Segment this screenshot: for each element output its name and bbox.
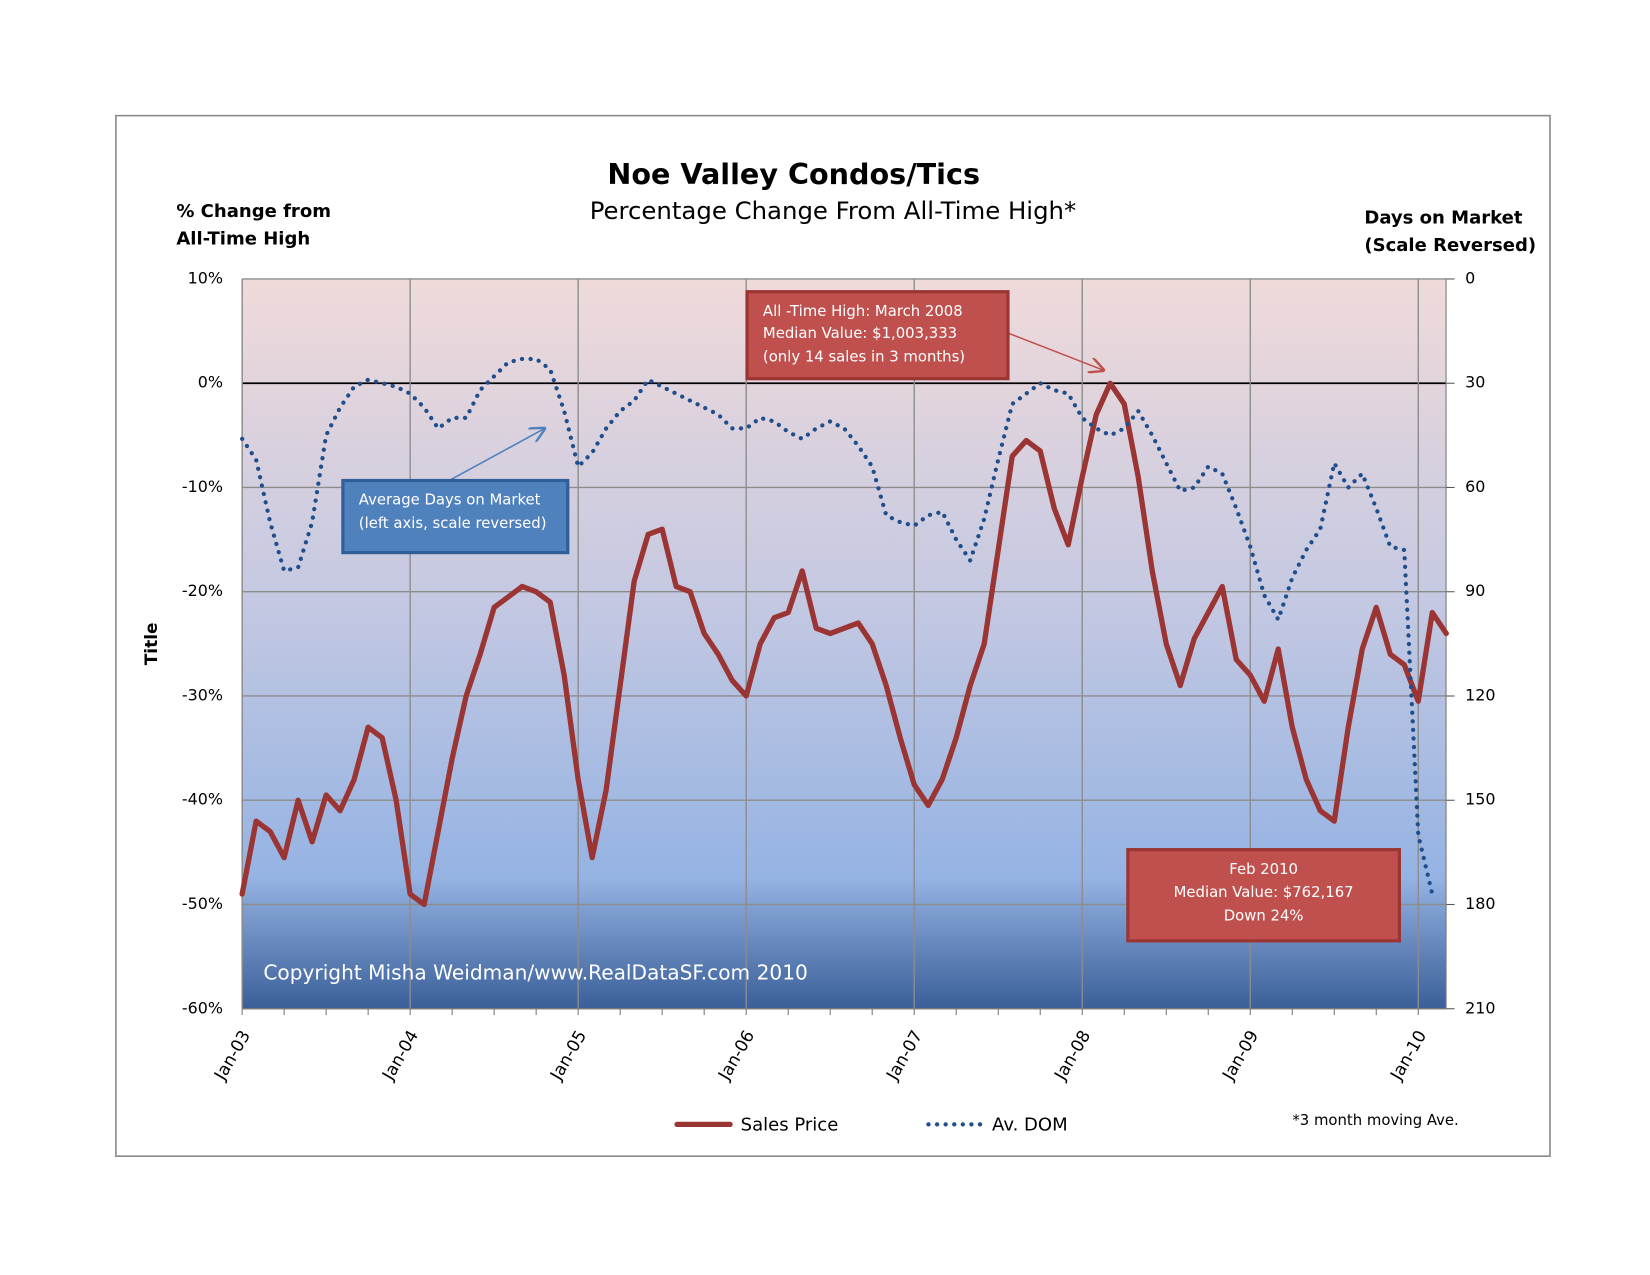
y-axis-label: % Change from (176, 201, 331, 222)
y2-tick-label: 90 (1465, 581, 1485, 600)
annotation: Feb 2010 (1229, 860, 1298, 878)
y2-axis-label: (Scale Reversed) (1364, 235, 1536, 256)
y2-tick-label: 120 (1465, 685, 1495, 704)
annotation-box (1126, 848, 1401, 943)
series-line (239, 380, 1449, 908)
annotation-box (745, 290, 1010, 381)
y2-axis-label: Days on Market (1364, 208, 1522, 229)
arrow (1007, 332, 1103, 370)
annotation: All -Time High: March 2008 (763, 302, 963, 320)
annotation: Down 24% (1224, 906, 1304, 924)
y-tick-label: 0% (198, 373, 223, 392)
annotation: Median Value: $762,167 (1174, 883, 1354, 901)
chart-title: Noe Valley Condos/Tics (607, 157, 980, 191)
footnote: *3 month moving Ave. (1292, 1111, 1458, 1129)
y2-tick-label: 0 (1465, 268, 1475, 287)
y2-tick-label: 30 (1465, 373, 1485, 392)
y-tick-label: 10% (188, 268, 223, 287)
subtitle: Percentage Change From All-Time High* (590, 196, 1076, 225)
y-tick-label: -30% (182, 685, 223, 704)
y-tick-label: -40% (182, 790, 223, 809)
arrow (450, 429, 544, 481)
annotation: (left axis, scale reversed) (359, 514, 547, 532)
annotation: Average Days on Market (359, 491, 541, 509)
legend-label: Sales Price (741, 1114, 839, 1135)
y2-tick-label: 210 (1465, 998, 1495, 1017)
annotation-box (341, 478, 570, 555)
copyright: Copyright Misha Weidman/www.RealDataSF.c… (263, 960, 808, 984)
y-tick-label: -10% (182, 477, 223, 496)
legend-label: Av. DOM (992, 1114, 1068, 1135)
y2-tick-label: 60 (1465, 477, 1485, 496)
rotated-axis-label: Title (142, 622, 162, 665)
annotation: Median Value: $1,003,333 (763, 324, 957, 342)
y-tick-label: -50% (182, 894, 223, 913)
annotation: (only 14 sales in 3 months) (763, 347, 965, 365)
y-axis-label: All-Time High (176, 229, 310, 250)
y-tick-label: -20% (182, 581, 223, 600)
y2-tick-label: 150 (1465, 790, 1495, 809)
y2-tick-label: 180 (1465, 894, 1495, 913)
series-line (240, 356, 1435, 897)
y-tick-label: -60% (182, 998, 223, 1017)
